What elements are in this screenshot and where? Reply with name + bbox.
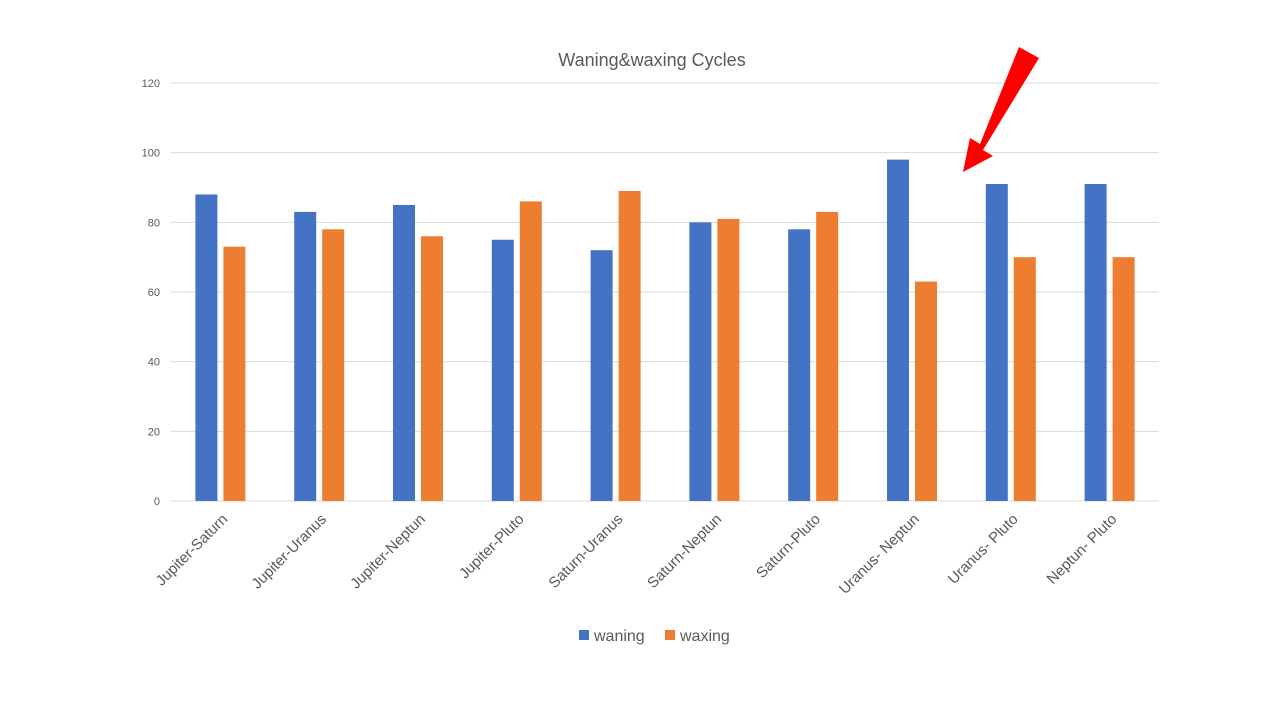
x-tick-label: Jupiter-Uranus [248,511,330,593]
x-tick-label: Jupiter-Pluto [456,511,528,583]
bar-waning [985,184,1008,501]
y-tick-label: 60 [148,287,160,299]
bar-waning [195,194,218,501]
y-tick-label: 80 [148,217,160,229]
bar-waxing [717,218,740,501]
legend-label-waning: waning [593,628,645,645]
x-tick-label: Saturn-Uranus [545,511,626,592]
y-tick-label: 0 [154,496,160,508]
x-tick-label: Saturn-Neptun [644,511,725,592]
y-tick-label: 20 [148,426,160,438]
chart-title: Waning&waxing Cycles [558,50,745,70]
bar-waning [294,211,317,501]
bar-waxing [322,229,345,502]
legend-label-waxing: waxing [679,628,730,645]
legend: waning waxing [579,628,730,645]
bar-waning [887,159,909,501]
legend-swatch-waxing [665,630,675,640]
bar-waxing [618,190,641,501]
bar-waxing [915,281,937,501]
y-axis-ticks: 0 20 40 60 80 100 120 [142,78,160,508]
bar-waning [1084,184,1107,501]
bar-waning [590,250,613,501]
bars [195,159,1135,502]
bar-waning [491,239,514,501]
y-tick-label: 120 [142,78,160,90]
x-axis-labels: Jupiter-Saturn Jupiter-Uranus Jupiter-Nept… [153,511,1121,598]
x-tick-label: Uranus- Pluto [945,511,1022,588]
bar-waning [689,222,712,502]
legend-swatch-waning [579,630,589,640]
bar-waxing [421,236,443,501]
bar-waxing [1112,257,1135,501]
x-tick-label: Jupiter-Saturn [153,511,232,590]
bar-waning [393,204,415,501]
bar-waxing [223,246,246,501]
x-tick-label: Neptun- Pluto [1044,511,1121,588]
x-tick-label: Jupiter-Neptun [347,511,429,593]
bar-waxing [1013,257,1036,501]
red-arrow-annotation [963,47,1039,172]
y-tick-label: 100 [142,148,160,160]
bar-waxing [816,211,839,501]
gridlines [171,82,1159,502]
x-tick-label: Uranus- Neptun [836,511,923,598]
x-tick-label: Saturn-Pluto [753,511,824,582]
bar-waning [788,229,811,502]
y-tick-label: 40 [148,357,160,369]
bar-waxing [519,201,542,501]
